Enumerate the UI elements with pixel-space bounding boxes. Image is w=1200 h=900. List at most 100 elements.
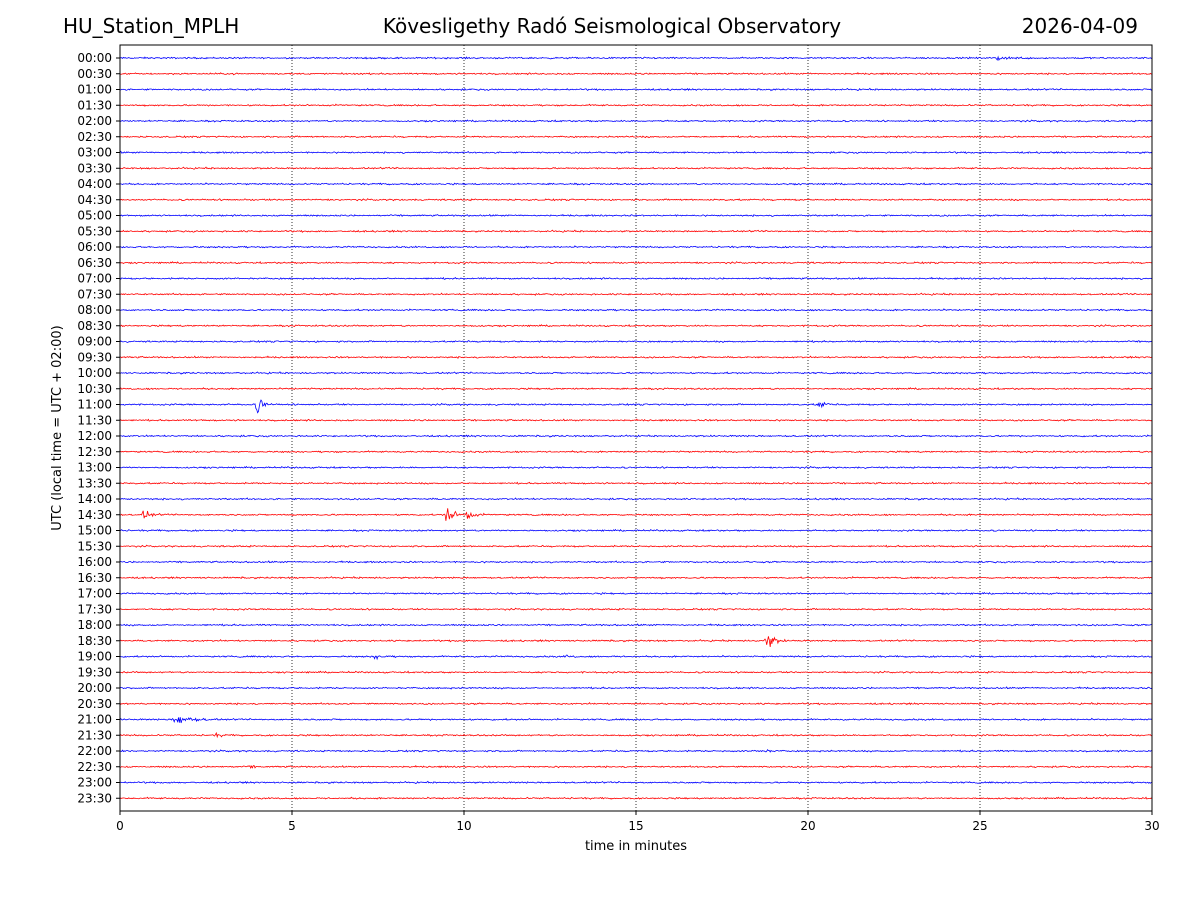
y-axis-label: UTC (local time = UTC + 02:00): [50, 325, 65, 530]
x-axis-ticks: 0 5 10 15 20 25 30: [116, 811, 1160, 833]
trace-1900: [119, 654, 1153, 661]
y-tick-label: 13:30: [77, 476, 112, 490]
trace-2330: [119, 796, 1153, 800]
x-tick-label: 10: [456, 819, 471, 833]
trace-1230: [119, 450, 1153, 454]
trace-0000: [119, 55, 1153, 61]
y-tick-label: 11:30: [77, 413, 112, 427]
y-tick-label: 12:30: [77, 445, 112, 459]
y-tick-label: 07:30: [77, 287, 112, 301]
y-tick-label: 16:00: [77, 555, 112, 569]
y-tick-label: 01:30: [77, 98, 112, 112]
y-tick-label: 20:00: [77, 681, 112, 695]
trace-2030: [119, 701, 1153, 706]
x-tick-label: 20: [800, 819, 815, 833]
y-tick-label: 19:00: [77, 650, 112, 664]
y-tick-label: 08:30: [77, 319, 112, 333]
x-tick-label: 0: [116, 819, 124, 833]
y-tick-label: 22:30: [77, 760, 112, 774]
gridlines: [291, 45, 981, 811]
y-tick-label: 10:30: [77, 382, 112, 396]
trace-1000: [119, 371, 1153, 375]
y-tick-label: 22:00: [77, 744, 112, 758]
y-tick-label: 09:30: [77, 350, 112, 364]
trace-0430: [119, 198, 1153, 202]
trace-1030: [119, 387, 1153, 391]
y-tick-label: 23:00: [77, 776, 112, 790]
trace-0530: [119, 229, 1153, 233]
y-tick-label: 23:30: [77, 791, 112, 805]
y-tick-label: 19:30: [77, 665, 112, 679]
trace-0030: [119, 71, 1153, 76]
trace-2130: [119, 731, 1153, 739]
trace-0230: [119, 135, 1153, 139]
trace-1130: [119, 418, 1153, 422]
trace-1500: [119, 528, 1153, 533]
station-name: HU_Station_MPLH: [63, 14, 240, 38]
y-tick-label: 10:00: [77, 366, 112, 380]
chart-title: Kövesligethy Radó Seismological Observat…: [382, 14, 842, 38]
y-tick-label: 21:30: [77, 728, 112, 742]
trace-1730: [119, 607, 1153, 611]
trace-1630: [119, 575, 1153, 580]
trace-1400: [119, 497, 1153, 501]
trace-1300: [119, 465, 1153, 470]
y-tick-label: 18:30: [77, 634, 112, 648]
trace-1830: [119, 636, 1153, 648]
trace-0400: [120, 182, 1153, 186]
y-tick-label: 11:00: [77, 398, 112, 412]
trace-0330: [119, 166, 1153, 170]
trace-0800: [120, 308, 1153, 312]
x-tick-label: 30: [1144, 819, 1159, 833]
trace-1800: [119, 623, 1153, 627]
trace-2200: [119, 749, 1153, 753]
y-tick-label: 20:30: [77, 697, 112, 711]
trace-0500: [119, 213, 1153, 218]
trace-1700: [120, 591, 1153, 596]
y-tick-label: 13:00: [77, 461, 112, 475]
seismic-traces: [119, 55, 1153, 800]
y-tick-label: 21:00: [77, 713, 112, 727]
trace-1930: [119, 670, 1153, 674]
x-axis-label: time in minutes: [585, 839, 687, 854]
y-tick-label: 17:30: [77, 602, 112, 616]
trace-2230: [119, 764, 1153, 770]
trace-1430: [119, 508, 1153, 521]
trace-0300: [119, 150, 1153, 155]
y-tick-label: 02:30: [77, 130, 112, 144]
trace-0700: [119, 276, 1153, 281]
y-tick-label: 05:00: [77, 209, 112, 223]
x-tick-label: 15: [628, 819, 643, 833]
y-tick-label: 14:00: [77, 492, 112, 506]
trace-0200: [119, 119, 1153, 123]
trace-1530: [119, 544, 1153, 548]
y-tick-label: 07:00: [77, 272, 112, 286]
trace-0100: [120, 87, 1153, 92]
trace-0830: [119, 324, 1153, 328]
y-tick-label: 03:00: [77, 146, 112, 160]
trace-1200: [119, 434, 1153, 438]
y-tick-label: 04:00: [77, 177, 112, 191]
y-tick-label: 00:30: [77, 67, 112, 81]
trace-1330: [119, 481, 1153, 485]
y-tick-label: 05:30: [77, 224, 112, 238]
y-tick-label: 15:00: [77, 524, 112, 538]
y-tick-label: 04:30: [77, 193, 112, 207]
trace-2300: [119, 780, 1153, 785]
y-tick-label: 15:30: [77, 539, 112, 553]
y-tick-label: 08:00: [77, 303, 112, 317]
y-tick-label: 16:30: [77, 571, 112, 585]
y-tick-label: 14:30: [77, 508, 112, 522]
y-tick-label: 09:00: [77, 335, 112, 349]
y-tick-label: 17:00: [77, 587, 112, 601]
trace-0130: [119, 103, 1153, 107]
y-tick-label: 01:00: [77, 83, 112, 97]
trace-0900: [119, 339, 1153, 344]
y-tick-label: 02:00: [77, 114, 112, 128]
trace-2000: [119, 686, 1153, 690]
y-tick-label: 18:00: [77, 618, 112, 632]
trace-0730: [119, 292, 1153, 296]
y-tick-label: 06:00: [77, 240, 112, 254]
